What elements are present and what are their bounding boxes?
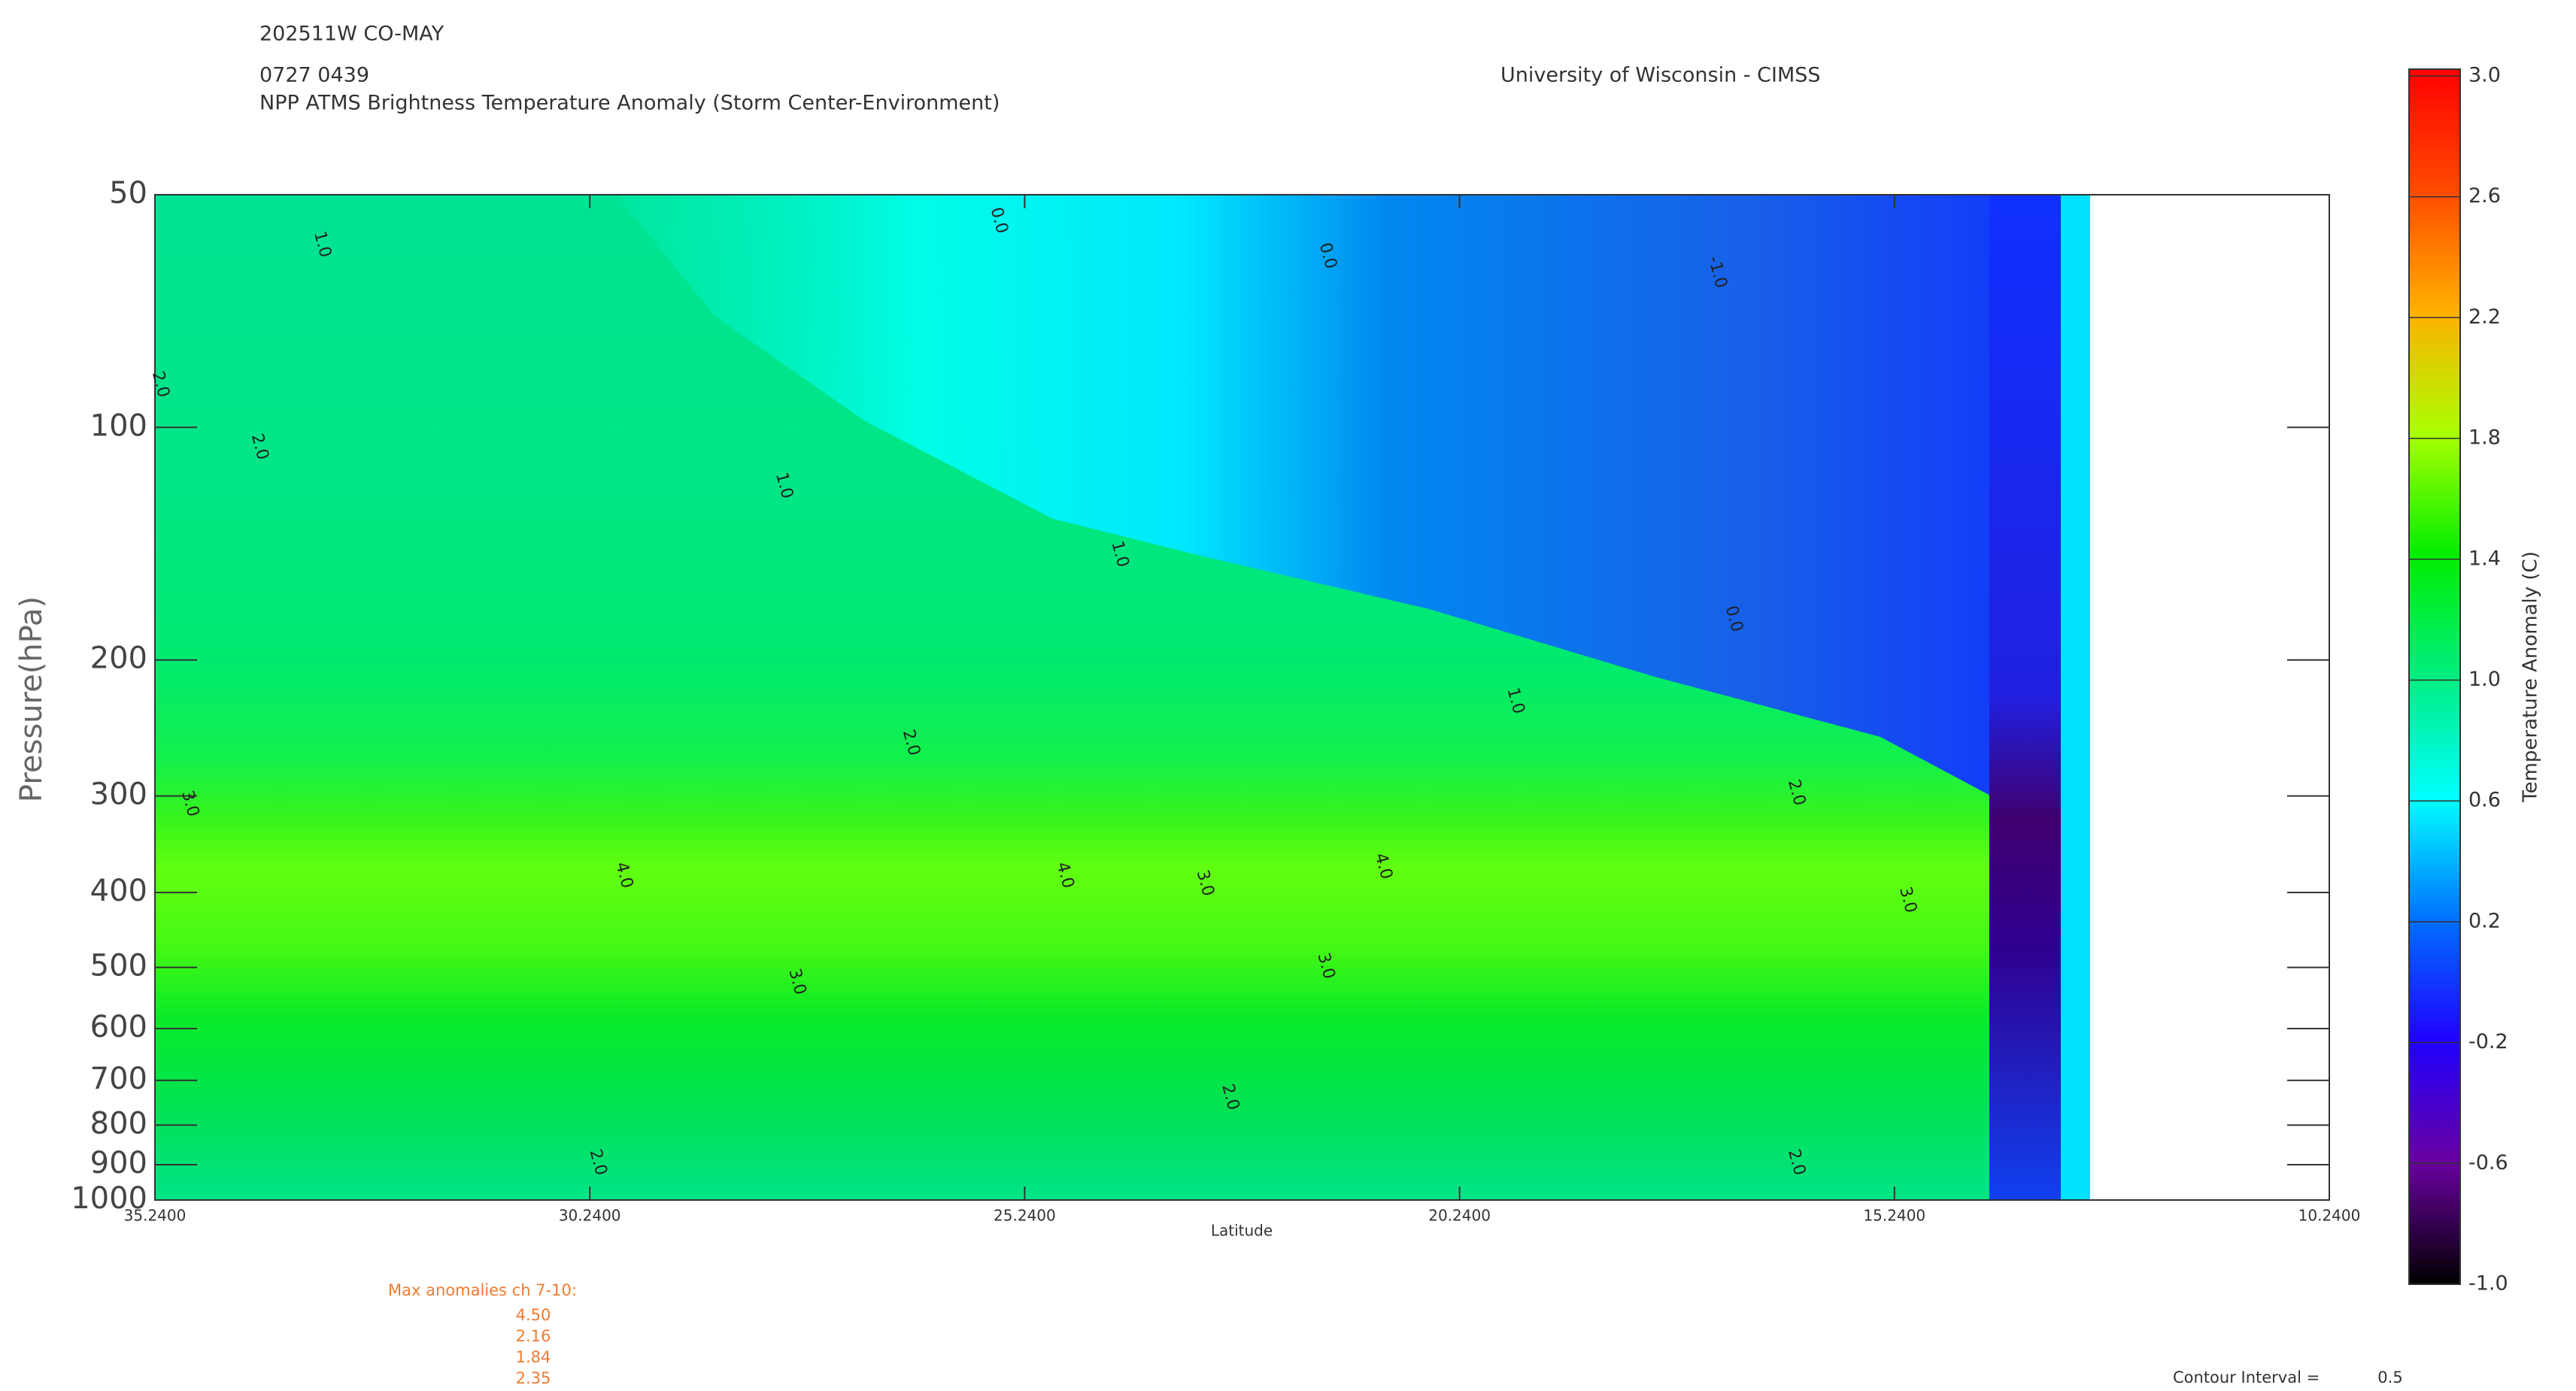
max-anomalies-title: Max anomalies ch 7-10: [388,1281,577,1299]
y-tick-label: 100 [90,408,147,443]
colorbar-tick-label: 2.2 [2468,305,2501,329]
y-tick-label: 600 [90,1010,147,1044]
y-axis-label: Pressure(hPa) [14,596,49,802]
colorbar-tick-label: -1.0 [2468,1272,2508,1296]
y-tick-label: 400 [90,874,147,908]
x-tick-label: 30.2400 [559,1207,621,1225]
y-tick-label: 1000 [71,1181,147,1216]
colorbar-tick-label: 1.0 [2468,668,2501,691]
max-anomaly: 1.84 [516,1348,551,1366]
x-tick-label: 35.2400 [124,1207,187,1225]
y-tick-label: 700 [90,1062,147,1096]
header-line: NPP ATMS Brightness Temperature Anomaly … [259,92,1000,115]
header-line: 202511W CO-MAY [259,23,445,46]
colorbar-tick-label: 1.8 [2468,426,2501,450]
colorbar-tick-label: -0.2 [2468,1030,2508,1053]
colorbar [2408,68,2461,1285]
x-axis-label: Latitude [1211,1222,1273,1240]
x-tick-label: 20.2400 [1428,1207,1491,1225]
y-tick-label: 900 [90,1146,147,1180]
field-edge [2061,195,2090,1200]
colorbar-tick-label: 2.6 [2468,184,2501,208]
max-anomaly: 2.16 [516,1327,551,1345]
y-tick-label: 200 [90,641,147,676]
x-tick-label: 15.2400 [1863,1207,1925,1225]
max-anomaly: 4.50 [516,1306,551,1324]
colorbar-label: Temperature Anomaly (C) [2520,551,2542,803]
credit: University of Wisconsin - CIMSS [1500,64,1821,87]
field [154,194,2330,1201]
x-tick-label: 25.2400 [994,1207,1056,1225]
y-tick-label: 50 [109,176,147,211]
colorbar-tick-label: 1.4 [2468,547,2501,570]
y-tick-label: 500 [90,949,147,983]
header-line: 0727 0439 [259,64,369,87]
contour-interval-value: 0.5 [2377,1368,2402,1386]
max-anomaly: 2.35 [516,1369,551,1387]
colorbar-tick-label: 3.0 [2468,64,2501,87]
colorbar-tick-label: -0.6 [2468,1151,2508,1174]
x-tick-label: 10.2400 [2298,1207,2361,1225]
y-tick-label: 300 [90,777,147,812]
plot-frame [154,194,2330,1201]
colorbar-tick-label: 0.2 [2468,909,2501,932]
y-tick-label: 800 [90,1106,147,1141]
field-core [1989,195,2061,1200]
field-upper [617,195,2090,865]
colorbar-tick-label: 0.6 [2468,789,2501,812]
contour-interval-label: Contour Interval = [2173,1368,2320,1386]
